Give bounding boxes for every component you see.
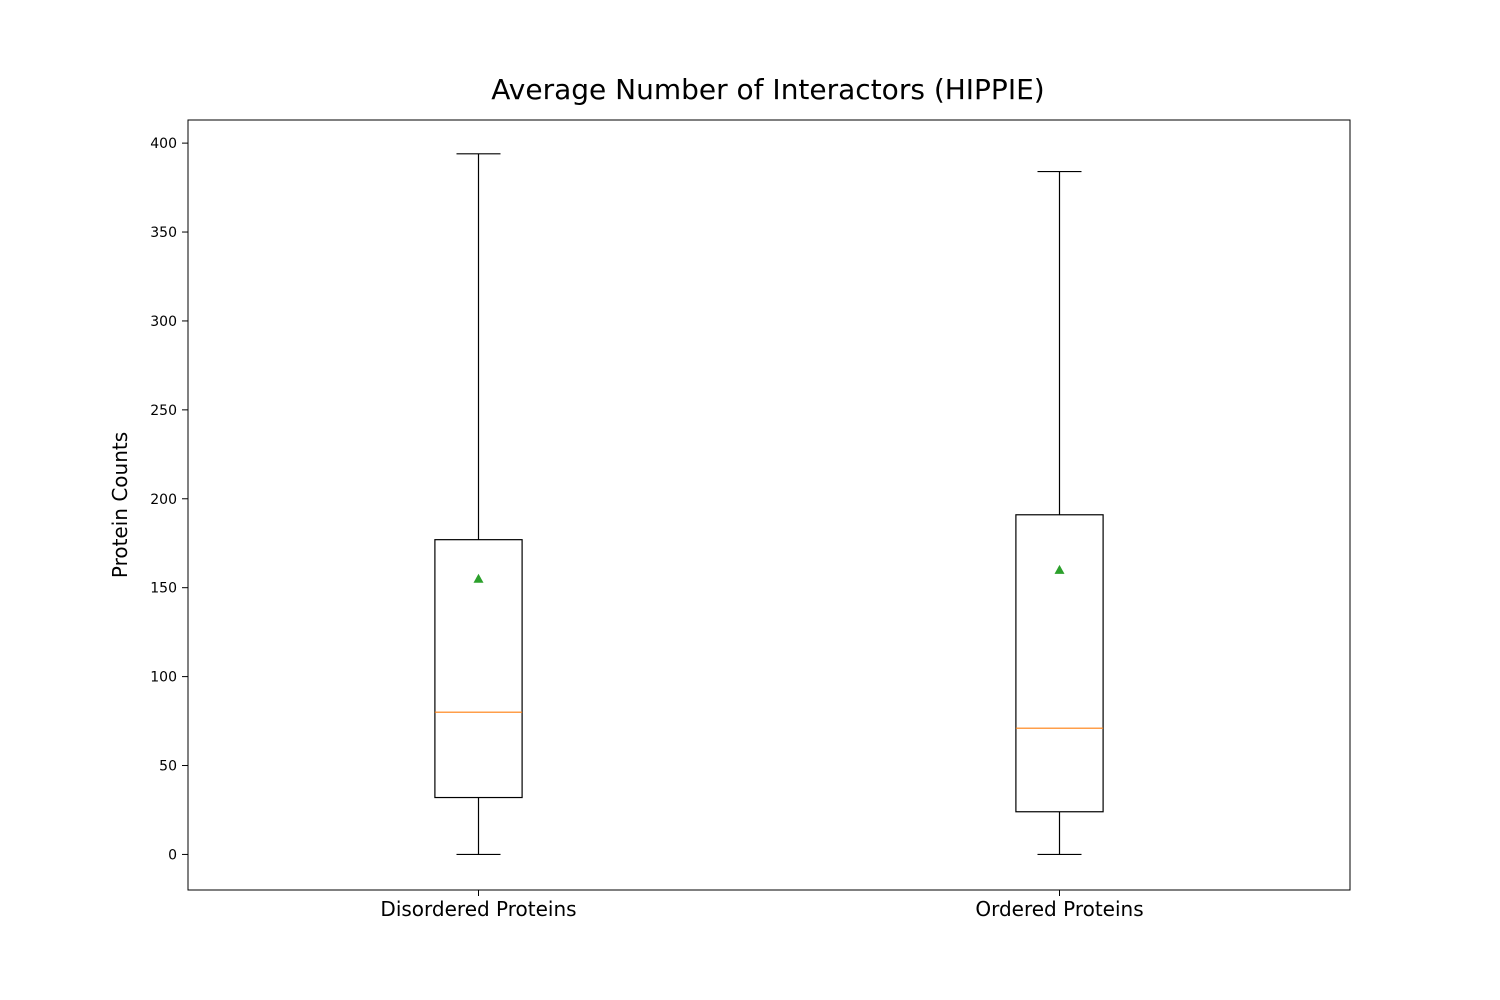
box-series	[434, 153, 1104, 856]
y-tick-label: 50	[159, 759, 177, 775]
box-group	[1015, 170, 1104, 856]
y-tick-label: 150	[150, 581, 177, 597]
y-tick-label: 250	[150, 403, 177, 419]
y-axis-ticks: 0 50 100 150 200 250 300 350 400	[150, 136, 188, 863]
plot-frame	[187, 119, 1351, 891]
x-axis-ticks: Disordered Proteins Ordered Proteins	[380, 890, 1144, 921]
x-tick-label: Ordered Proteins	[975, 897, 1143, 921]
box-group	[434, 153, 523, 856]
y-tick-label: 350	[150, 225, 177, 241]
box-iqr	[434, 539, 523, 799]
box-iqr	[1015, 514, 1104, 813]
mean-marker	[473, 573, 484, 583]
y-tick-label: 300	[150, 314, 177, 330]
mean-marker	[1054, 564, 1065, 574]
y-tick-label: 400	[150, 136, 177, 152]
chart-title: Average Number of Interactors (HIPPIE)	[491, 73, 1044, 106]
x-tick-label: Disordered Proteins	[380, 897, 576, 921]
y-tick-label: 200	[150, 492, 177, 508]
y-tick-label: 100	[150, 670, 177, 686]
y-tick-label: 0	[168, 847, 177, 863]
y-axis-label: Protein Counts	[108, 432, 132, 578]
